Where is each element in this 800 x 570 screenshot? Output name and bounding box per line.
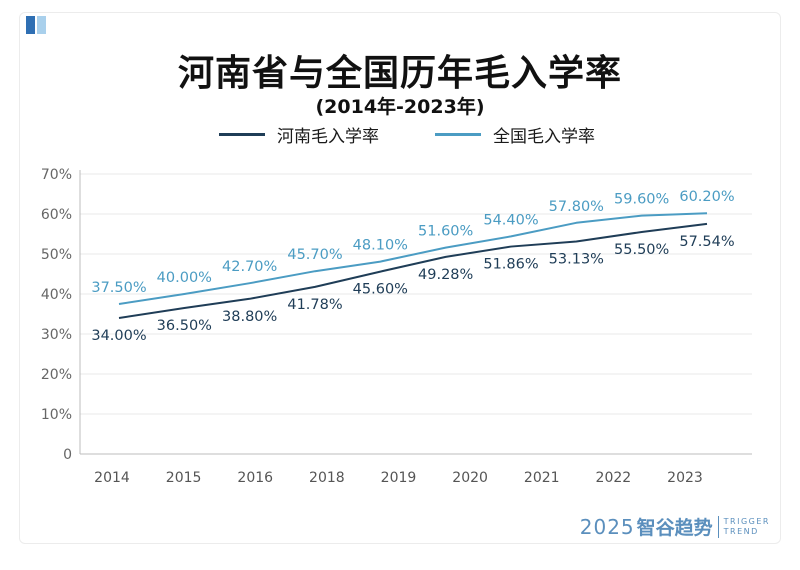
chart-card [19,12,781,544]
x-tick-label: 2014 [94,470,130,486]
data-label-national: 45.70% [287,247,342,263]
legend-swatch-henan [219,132,265,136]
data-label-national: 54.40% [483,212,538,228]
y-tick-label: 60% [41,207,72,223]
data-label-national: 59.60% [614,192,669,208]
x-tick-label: 2020 [452,470,488,486]
chart-subtitle: (2014年-2023年) [315,96,485,118]
legend-swatch-national [435,132,481,136]
brand-logo: 2025 智谷趋势 TRIGGER TREND [580,513,770,540]
series-line-henan [118,222,708,319]
brand-english-line1: TRIGGER [723,516,770,526]
data-label-henan: 34.00% [91,328,146,344]
corner-accent-dark [26,16,35,34]
brand-name: 智谷趋势 [636,517,713,539]
x-tick-label: 2019 [381,470,417,486]
series-line-national [118,212,708,305]
data-label-henan: 45.60% [353,282,408,298]
y-tick-label: 30% [41,327,72,343]
data-label-national: 57.80% [549,199,604,215]
corner-accent-light [37,16,46,34]
x-tick-label: 2022 [596,470,632,486]
data-label-henan: 36.50% [157,318,212,334]
data-label-national: 37.50% [91,280,146,296]
data-label-henan: 57.54% [679,234,734,250]
x-tick-label: 2015 [166,470,202,486]
y-tick-label: 10% [41,407,72,423]
data-label-henan: 49.28% [418,267,473,283]
data-label-henan: 55.50% [614,242,669,258]
brand-english-line2: TREND [723,526,759,536]
y-tick-label: 50% [41,247,72,263]
x-tick-label: 2023 [667,470,703,486]
x-tick-label: 2016 [237,470,273,486]
data-label-national: 40.00% [157,270,212,286]
legend-item-national: 全国毛入学率 [435,122,595,147]
data-label-henan: 53.13% [549,251,604,267]
x-tick-label: 2021 [524,470,560,486]
legend-label-national: 全国毛入学率 [493,126,595,147]
brand-divider [717,515,719,538]
data-label-henan: 41.78% [287,297,342,313]
y-tick-label: 70% [41,167,72,183]
chart-title: 河南省与全国历年毛入学率 [177,53,622,94]
data-label-national: 51.60% [418,224,473,240]
y-tick-label: 20% [41,367,72,383]
data-label-henan: 51.86% [483,257,538,273]
data-label-henan: 38.80% [222,309,277,325]
legend-label-henan: 河南毛入学率 [277,126,379,147]
data-label-national: 60.20% [679,189,734,205]
x-tick-label: 2018 [309,470,345,486]
brand-year: 2025 [579,514,635,539]
data-label-national: 42.70% [222,259,277,275]
legend-item-henan: 河南毛入学率 [219,122,379,147]
brand-english: TRIGGER TREND [724,517,770,537]
data-label-national: 48.10% [353,238,408,254]
y-tick-label: 0 [63,447,72,463]
y-tick-label: 40% [41,287,72,303]
